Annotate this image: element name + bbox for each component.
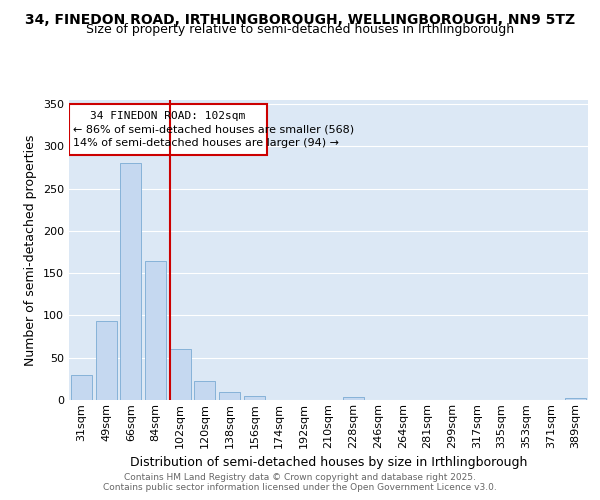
Bar bbox=[565, 398, 586, 400]
Bar bbox=[194, 382, 215, 400]
Bar bbox=[219, 392, 240, 400]
Bar bbox=[120, 164, 141, 400]
Text: 14% of semi-detached houses are larger (94) →: 14% of semi-detached houses are larger (… bbox=[73, 138, 339, 148]
Text: Contains HM Land Registry data © Crown copyright and database right 2025.
Contai: Contains HM Land Registry data © Crown c… bbox=[103, 473, 497, 492]
Text: Size of property relative to semi-detached houses in Irthlingborough: Size of property relative to semi-detach… bbox=[86, 22, 514, 36]
Text: ← 86% of semi-detached houses are smaller (568): ← 86% of semi-detached houses are smalle… bbox=[73, 124, 354, 134]
Bar bbox=[170, 350, 191, 400]
Bar bbox=[145, 260, 166, 400]
Bar bbox=[244, 396, 265, 400]
Text: 34 FINEDON ROAD: 102sqm: 34 FINEDON ROAD: 102sqm bbox=[90, 111, 245, 121]
Bar bbox=[69, 104, 267, 155]
Bar bbox=[95, 322, 116, 400]
Text: 34, FINEDON ROAD, IRTHLINGBOROUGH, WELLINGBOROUGH, NN9 5TZ: 34, FINEDON ROAD, IRTHLINGBOROUGH, WELLI… bbox=[25, 12, 575, 26]
X-axis label: Distribution of semi-detached houses by size in Irthlingborough: Distribution of semi-detached houses by … bbox=[130, 456, 527, 469]
Y-axis label: Number of semi-detached properties: Number of semi-detached properties bbox=[25, 134, 37, 366]
Bar bbox=[343, 398, 364, 400]
Bar bbox=[71, 374, 92, 400]
